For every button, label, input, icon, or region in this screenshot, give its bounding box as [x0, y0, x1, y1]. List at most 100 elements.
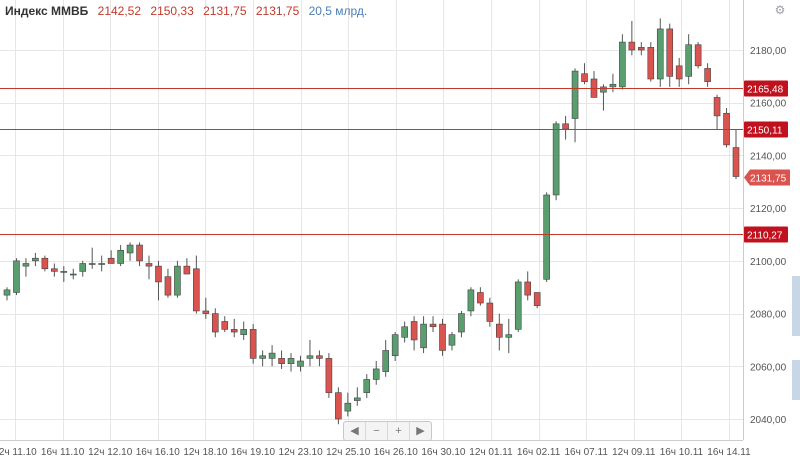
open-value: 2142,52	[97, 4, 142, 18]
x-tick-label: 16ч 30.10	[421, 447, 466, 458]
candle-body	[666, 28, 674, 77]
candle-body	[732, 147, 740, 177]
candle-body	[448, 334, 456, 346]
x-tick-label: 12ч 23.10	[279, 447, 324, 458]
level-label: 2110,27	[747, 231, 783, 242]
candle-body	[543, 194, 550, 280]
x-tick-label: 12ч 11.10	[0, 447, 37, 458]
candle-body	[609, 83, 617, 88]
candle-body	[51, 268, 58, 272]
x-tick-label: 12ч 01.11	[469, 447, 513, 458]
x-tick-label: 16ч 02.11	[517, 447, 561, 458]
candle-body	[401, 326, 408, 338]
candle-body	[600, 86, 607, 93]
candle-body	[562, 123, 569, 130]
candle-body	[69, 273, 77, 276]
candle-body	[656, 28, 664, 80]
candle-body	[268, 352, 276, 359]
candle-body	[240, 329, 247, 335]
candle-body	[249, 329, 257, 359]
side-panel-handle[interactable]	[792, 276, 800, 336]
candle-body	[3, 289, 11, 296]
x-tick-label: 12ч 25.10	[326, 447, 371, 458]
chart-navigation: ◀ − + ▶	[343, 421, 432, 441]
side-panel-handle-lower[interactable]	[792, 360, 800, 400]
candle-body	[316, 355, 323, 359]
x-tick-label: 16ч 07.11	[564, 447, 608, 458]
scroll-right-button[interactable]: ▶	[416, 425, 425, 437]
candle-body	[174, 265, 181, 296]
x-tick-label: 16ч 11.10	[41, 447, 85, 458]
y-tick-label: 2120,00	[750, 204, 787, 215]
y-tick-label: 2180,00	[750, 46, 787, 57]
y-tick-label: 2060,00	[750, 362, 787, 373]
candle-body	[391, 334, 399, 357]
candle-body	[619, 41, 626, 88]
candle-body	[524, 281, 532, 296]
x-tick-label: 16ч 16.10	[136, 447, 181, 458]
candle-body	[41, 257, 49, 270]
candle-body	[193, 268, 200, 312]
candle-body	[363, 379, 371, 393]
candle-body	[467, 289, 475, 312]
candle-body	[230, 329, 238, 333]
close-value: 2131,75	[255, 4, 300, 18]
candle-body	[155, 265, 162, 283]
candle-body	[571, 70, 579, 119]
candle-body	[581, 73, 588, 82]
candle-body	[344, 402, 352, 412]
candle-body	[79, 263, 87, 272]
candle-body	[107, 257, 115, 264]
candle-body	[410, 321, 418, 341]
settings-gear-icon[interactable]: ⚙	[774, 3, 786, 17]
last-price-label: 2131,75	[750, 174, 787, 185]
plot-area	[0, 0, 743, 440]
candle-body	[297, 360, 304, 367]
high-value: 2150,33	[150, 4, 194, 18]
candle-body	[164, 276, 172, 296]
candle-body	[325, 358, 333, 393]
candle-body	[117, 250, 124, 264]
candle-body	[514, 281, 522, 330]
candle-body	[202, 310, 210, 314]
candle-body	[505, 334, 513, 338]
candle-body	[486, 302, 494, 322]
candle-body	[211, 313, 219, 333]
candle-body	[22, 263, 30, 267]
candle-body	[259, 355, 266, 359]
level-label-bg	[744, 80, 788, 97]
x-tick-label: 12ч 18.10	[183, 447, 228, 458]
candle-body	[685, 44, 692, 77]
candle-body	[496, 323, 503, 338]
candle-body	[429, 323, 437, 328]
x-tick-label: 16ч 26.10	[374, 447, 419, 458]
candle-body	[32, 257, 39, 262]
volume-value: 20,5 млрд.	[308, 4, 368, 18]
candle-body	[439, 323, 446, 351]
candle-body	[628, 41, 636, 51]
scroll-left-button[interactable]: ◀	[344, 422, 366, 440]
candle-body	[88, 263, 96, 265]
candle-body	[287, 358, 295, 364]
candle-body	[694, 44, 702, 67]
candle-body	[533, 292, 541, 306]
candle-body	[221, 321, 229, 330]
y-tick-label: 2080,00	[750, 310, 787, 321]
candle-body	[675, 65, 683, 80]
candle-body	[98, 263, 105, 265]
zoom-in-button[interactable]: +	[388, 422, 410, 440]
level-label: 2150,11	[747, 126, 783, 137]
level-label-bg	[744, 121, 788, 138]
zoom-out-button[interactable]: −	[366, 422, 388, 440]
x-tick-label: 12ч 09.11	[612, 447, 656, 458]
y-tick-label: 2100,00	[750, 257, 787, 268]
last-price-marker	[744, 169, 790, 186]
candle-body	[306, 355, 314, 359]
x-tick-label: 16ч 10.11	[660, 447, 704, 458]
low-value: 2131,75	[203, 4, 247, 18]
candle-body	[60, 271, 68, 273]
candle-body	[278, 358, 285, 364]
candle-body	[183, 265, 191, 275]
